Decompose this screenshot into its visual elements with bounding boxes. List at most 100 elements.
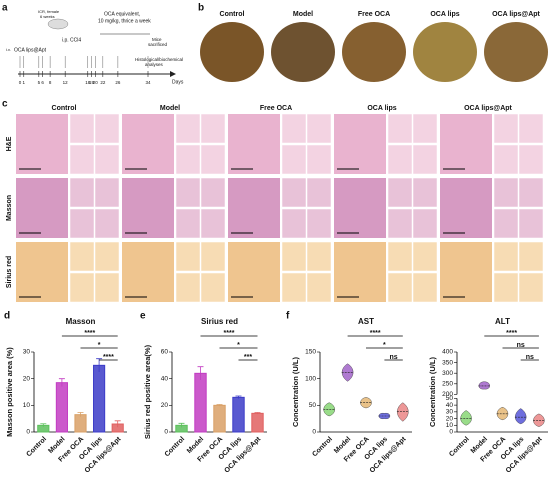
error-bar [197,366,204,380]
error-bar [77,412,84,417]
histology-zoom [69,144,95,175]
histology-image [334,114,386,174]
histology-zoom [493,177,519,208]
histology-zoom [281,177,307,208]
panel-label: d [4,311,10,322]
iv-drug: OCA lips@Apt [14,47,47,53]
error-bar [216,404,223,407]
y-tick-label: 0 [164,429,168,436]
liver-image [484,22,548,82]
stain-label: H&E [6,136,13,151]
error-bar [235,395,242,399]
histology-image [122,178,174,238]
histology-zoom [306,208,332,239]
y-axis-label: Masson positive area (%) [5,347,14,437]
group-label: Free OCA [260,105,292,112]
end: Histological/biochemical [135,57,183,62]
histology-zoom [493,113,519,144]
x-tick-label: Control [311,436,334,459]
histology-zoom [387,113,413,144]
histology-zoom [387,208,413,239]
violin [323,402,335,417]
panel-label: f [286,311,290,322]
significance-label: **** [506,330,517,337]
y-tick-label: 20 [23,375,31,382]
violin [515,408,527,425]
histology-image [334,178,386,238]
group-label: OCA lips@Apt [492,11,540,18]
day-label: 12 [63,80,69,85]
histology-zoom [175,208,201,239]
histology-zoom [412,144,438,175]
histology-zoom [518,241,544,272]
group-label: OCA lips [367,105,396,112]
bar [93,364,106,433]
histology-zoom [412,208,438,239]
histology-zoom [518,113,544,144]
y-tick-label: 10 [446,422,454,429]
histology-image [440,242,492,302]
group-label: Model [293,11,313,18]
histology-zoom [493,208,519,239]
violin [360,397,372,409]
histology-zoom [387,144,413,175]
histology-zoom [518,208,544,239]
histology-zoom [200,177,226,208]
histology-zoom [281,272,307,303]
y-tick-label: 40 [446,402,454,409]
y-tick-label: 0 [312,429,316,436]
histology-zoom [412,113,438,144]
histology-zoom [518,144,544,175]
day-label: 18 [85,80,91,85]
error-bar [178,422,185,428]
histology-zoom [175,272,201,303]
histology-zoom [69,208,95,239]
panel-label: a [2,3,8,14]
y-tick-label: 50 [446,395,454,402]
timeline-art [18,18,176,77]
significance-label: *** [244,354,252,361]
end: sacrificed [148,42,168,47]
histology-image [228,114,280,174]
violin [496,406,509,421]
significance-label: * [98,342,101,349]
y-axis-label: Concentration (U/L) [291,357,300,427]
histology-zoom [387,241,413,272]
histology-image [228,178,280,238]
histology-zoom [281,208,307,239]
histology-zoom [69,241,95,272]
histology-zoom [306,241,332,272]
significance-label: * [383,342,386,349]
significance-label: ns [526,354,534,361]
liver-image [271,22,335,82]
day-label: 8 [49,80,52,85]
day-label: 20 [93,80,99,85]
day-label: 22 [100,80,106,85]
histology-zoom [493,241,519,272]
bar [194,372,207,433]
histology-image [122,114,174,174]
histology-image [16,178,68,238]
significance-label: **** [84,330,95,337]
group-label: Model [160,105,180,112]
y-tick-label: 0 [449,429,453,436]
error-bar [58,378,65,387]
violin [378,413,391,419]
chart-title: ALT [495,317,510,326]
histology-zoom [200,272,226,303]
histology-image [16,114,68,174]
histology-zoom [200,113,226,144]
histology-zoom [281,144,307,175]
histology-zoom [200,241,226,272]
y-tick-label: 20 [446,415,454,422]
histology-zoom [387,177,413,208]
histology-zoom [94,144,120,175]
violin [341,363,354,382]
axis-label: Days [172,79,184,85]
y-tick-label: 20 [161,402,169,409]
dose: OCA equivalent, [104,11,140,17]
chart-title: Sirius red [201,317,238,326]
histology-zoom [518,272,544,303]
y-tick-label: 30 [446,409,454,416]
